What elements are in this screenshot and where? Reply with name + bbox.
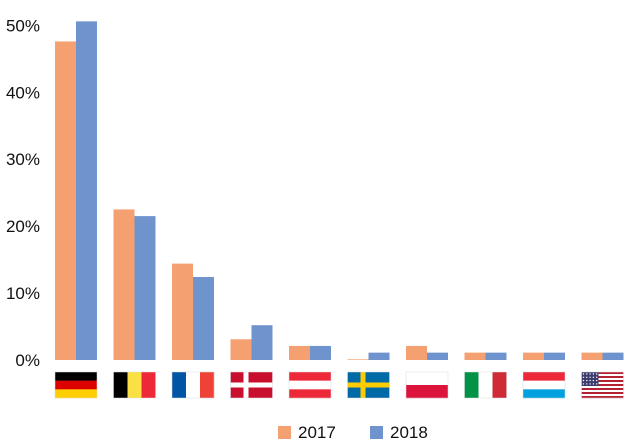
flag-austria-icon <box>288 371 332 399</box>
y-tick-label: 0% <box>15 351 40 370</box>
flag-luxembourg-icon <box>522 371 566 399</box>
legend-label: 2018 <box>390 423 428 442</box>
flag-sweden-icon <box>347 371 390 399</box>
bar-2017-poland <box>406 345 427 360</box>
bar-2017-italy <box>464 352 486 360</box>
bar-2018-luxembourg <box>544 352 565 360</box>
legend-item-2018: 2018 <box>370 423 428 442</box>
flag-poland-icon <box>405 371 449 399</box>
legend-label: 2017 <box>298 423 336 442</box>
bar-2018-belgium <box>134 216 156 360</box>
y-tick-label: 10% <box>6 284 40 303</box>
bar-2017-belgium <box>113 209 135 360</box>
legend-swatch <box>370 426 383 439</box>
bar-2018-austria <box>310 345 331 360</box>
y-tick-label: 40% <box>6 83 40 102</box>
bar-2017-sweden <box>347 359 369 360</box>
bar-2017-luxembourg <box>523 352 544 360</box>
bars <box>55 21 624 360</box>
flag-usa-icon <box>581 371 624 399</box>
bar-2018-italy <box>485 352 507 360</box>
flag-denmark-icon <box>230 371 273 399</box>
bar-2018-poland <box>427 352 448 360</box>
flag-france-icon <box>171 371 215 399</box>
bar-2017-germany <box>55 41 76 360</box>
legend: 2017 2018 <box>278 423 428 442</box>
flag-italy-icon <box>464 371 507 399</box>
bar-2017-denmark <box>230 339 252 360</box>
y-tick-label: 50% <box>6 16 40 35</box>
bar-2017-france <box>172 263 193 360</box>
category-flags <box>54 371 624 399</box>
bar-2018-denmark <box>251 325 273 360</box>
bar-2018-germany <box>76 21 97 360</box>
flag-belgium-icon <box>113 371 156 399</box>
bar-2017-austria <box>289 345 310 360</box>
bar-2018-france <box>193 277 214 360</box>
legend-swatch <box>278 426 291 439</box>
flag-germany-icon <box>54 371 98 399</box>
legend-item-2017: 2017 <box>278 423 336 442</box>
y-tick-label: 20% <box>6 217 40 236</box>
bar-2018-united-states <box>602 352 624 360</box>
y-axis: 0% 10% 20% 30% 40% 50% <box>6 16 40 370</box>
bar-2018-sweden <box>368 352 390 360</box>
y-tick-label: 30% <box>6 150 40 169</box>
bar-2017-united-states <box>581 352 603 360</box>
